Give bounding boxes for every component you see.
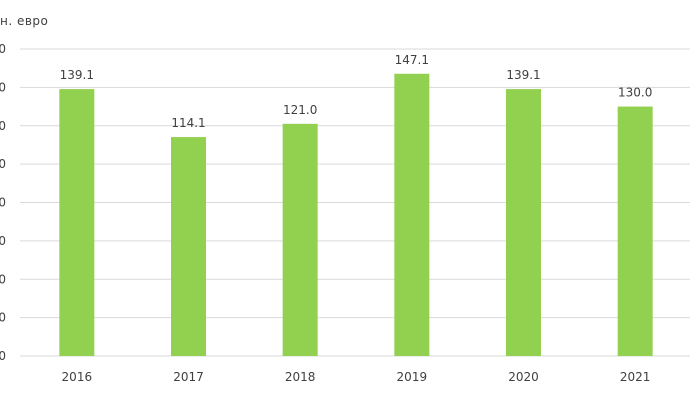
- x-tick-label-2021: 2021: [620, 370, 651, 384]
- y-axis-unit-label: н. евро: [0, 14, 49, 28]
- data-label-2021: 130.0: [618, 86, 652, 100]
- y-tick-label: 0: [0, 272, 6, 286]
- bar-2020: [506, 89, 541, 357]
- bar-2016: [59, 89, 95, 357]
- y-tick-label: 0: [0, 80, 6, 94]
- x-tick-label-2020: 2020: [508, 370, 539, 384]
- x-tick-label-2019: 2019: [397, 370, 428, 384]
- y-tick-label: 0: [0, 349, 6, 363]
- y-tick-label: 0: [0, 311, 6, 325]
- y-tick-label: 0: [0, 234, 6, 248]
- data-label-2017: 114.1: [171, 116, 205, 130]
- bar-2021: [617, 106, 653, 356]
- y-axis-ticks: 0 0 0 0 0 0 0 0 0: [0, 42, 6, 363]
- x-tick-label-2018: 2018: [285, 370, 316, 384]
- bar-2017: [171, 137, 206, 356]
- data-label-2019: 147.1: [395, 53, 429, 67]
- x-axis-ticks: 2016 2017 2018 2019 2020 2021: [62, 370, 651, 384]
- y-tick-label: 0: [0, 196, 6, 210]
- data-label-2016: 139.1: [60, 68, 94, 82]
- x-tick-label-2016: 2016: [62, 370, 93, 384]
- y-tick-label: 0: [0, 157, 6, 171]
- gridlines: [20, 48, 690, 357]
- data-label-2020: 139.1: [506, 68, 540, 82]
- bars: [59, 73, 653, 357]
- bar-2019: [394, 73, 430, 356]
- bar-2018: [282, 123, 318, 356]
- x-tick-label-2017: 2017: [173, 370, 204, 384]
- y-tick-label: 0: [0, 119, 6, 133]
- data-labels: 139.1 114.1 121.0 147.1 139.1 130.0: [60, 53, 653, 130]
- data-label-2018: 121.0: [283, 103, 317, 117]
- y-tick-label: 0: [0, 42, 6, 56]
